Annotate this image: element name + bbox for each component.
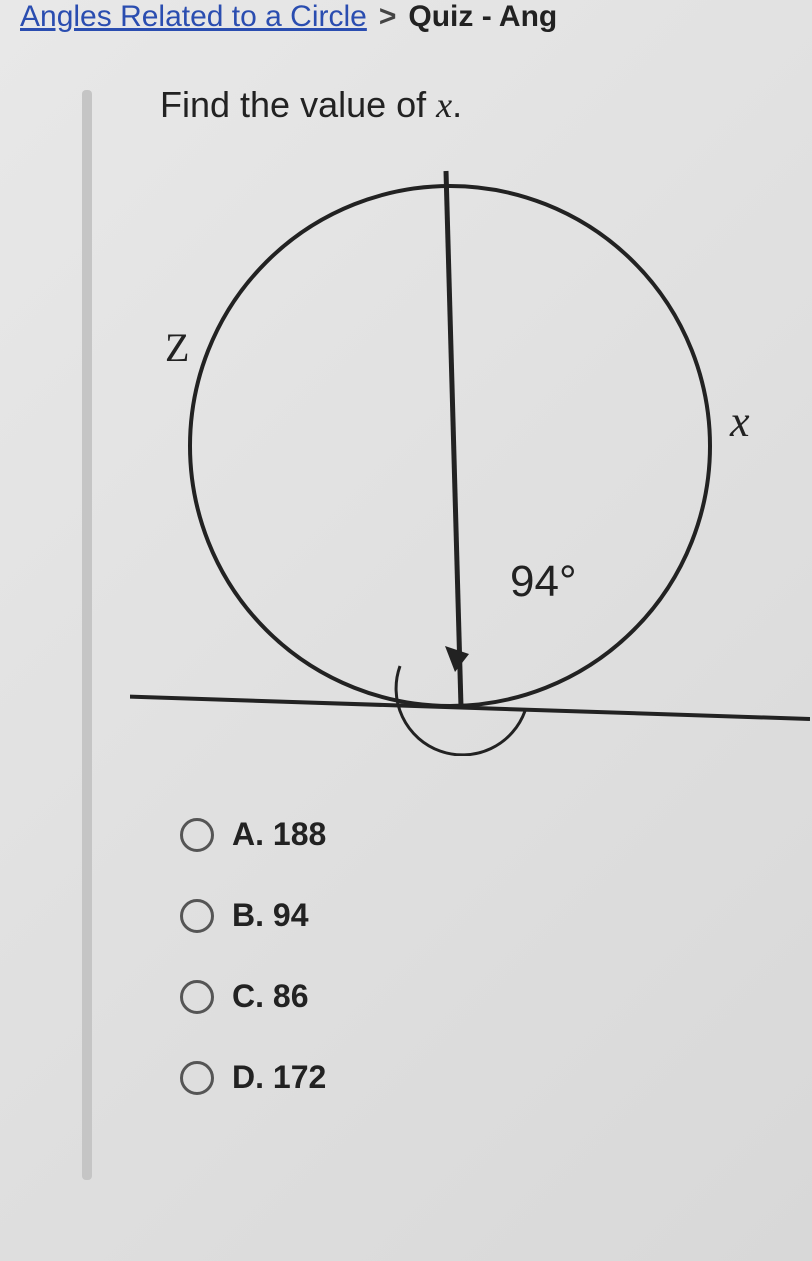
geometry-diagram: Z x 94°	[130, 136, 750, 756]
breadcrumb-link[interactable]: Angles Related to a Circle	[20, 0, 367, 34]
secant-line	[446, 171, 461, 707]
question-prompt: Find the value of x.	[160, 84, 812, 126]
answer-label: A. 188	[232, 816, 326, 853]
breadcrumb-current: Quiz - Ang	[408, 0, 557, 34]
answer-label: B. 94	[232, 897, 308, 934]
answer-list: A. 188 B. 94 C. 86 D. 172	[180, 816, 812, 1096]
answer-label: C. 86	[232, 978, 308, 1015]
answer-label: D. 172	[232, 1059, 326, 1096]
radio-icon[interactable]	[180, 1061, 214, 1095]
tangent-line	[130, 696, 810, 719]
answer-option-b[interactable]: B. 94	[180, 897, 812, 934]
answer-option-a[interactable]: A. 188	[180, 816, 812, 853]
radio-icon[interactable]	[180, 980, 214, 1014]
diagram-svg: Z x 94°	[130, 136, 810, 756]
radio-icon[interactable]	[180, 818, 214, 852]
label-x: x	[729, 397, 750, 446]
prompt-suffix: .	[452, 84, 462, 125]
prompt-variable: x	[436, 85, 452, 125]
chevron-icon: >	[379, 0, 397, 34]
question-content: Find the value of x. Z x 94° A. 188 B. 9…	[80, 84, 812, 1096]
breadcrumb: Angles Related to a Circle > Quiz - Ang	[0, 0, 812, 34]
answer-option-d[interactable]: D. 172	[180, 1059, 812, 1096]
label-angle: 94°	[510, 557, 577, 606]
radio-icon[interactable]	[180, 899, 214, 933]
answer-option-c[interactable]: C. 86	[180, 978, 812, 1015]
label-z: Z	[165, 325, 189, 370]
prompt-text: Find the value of	[160, 84, 436, 125]
